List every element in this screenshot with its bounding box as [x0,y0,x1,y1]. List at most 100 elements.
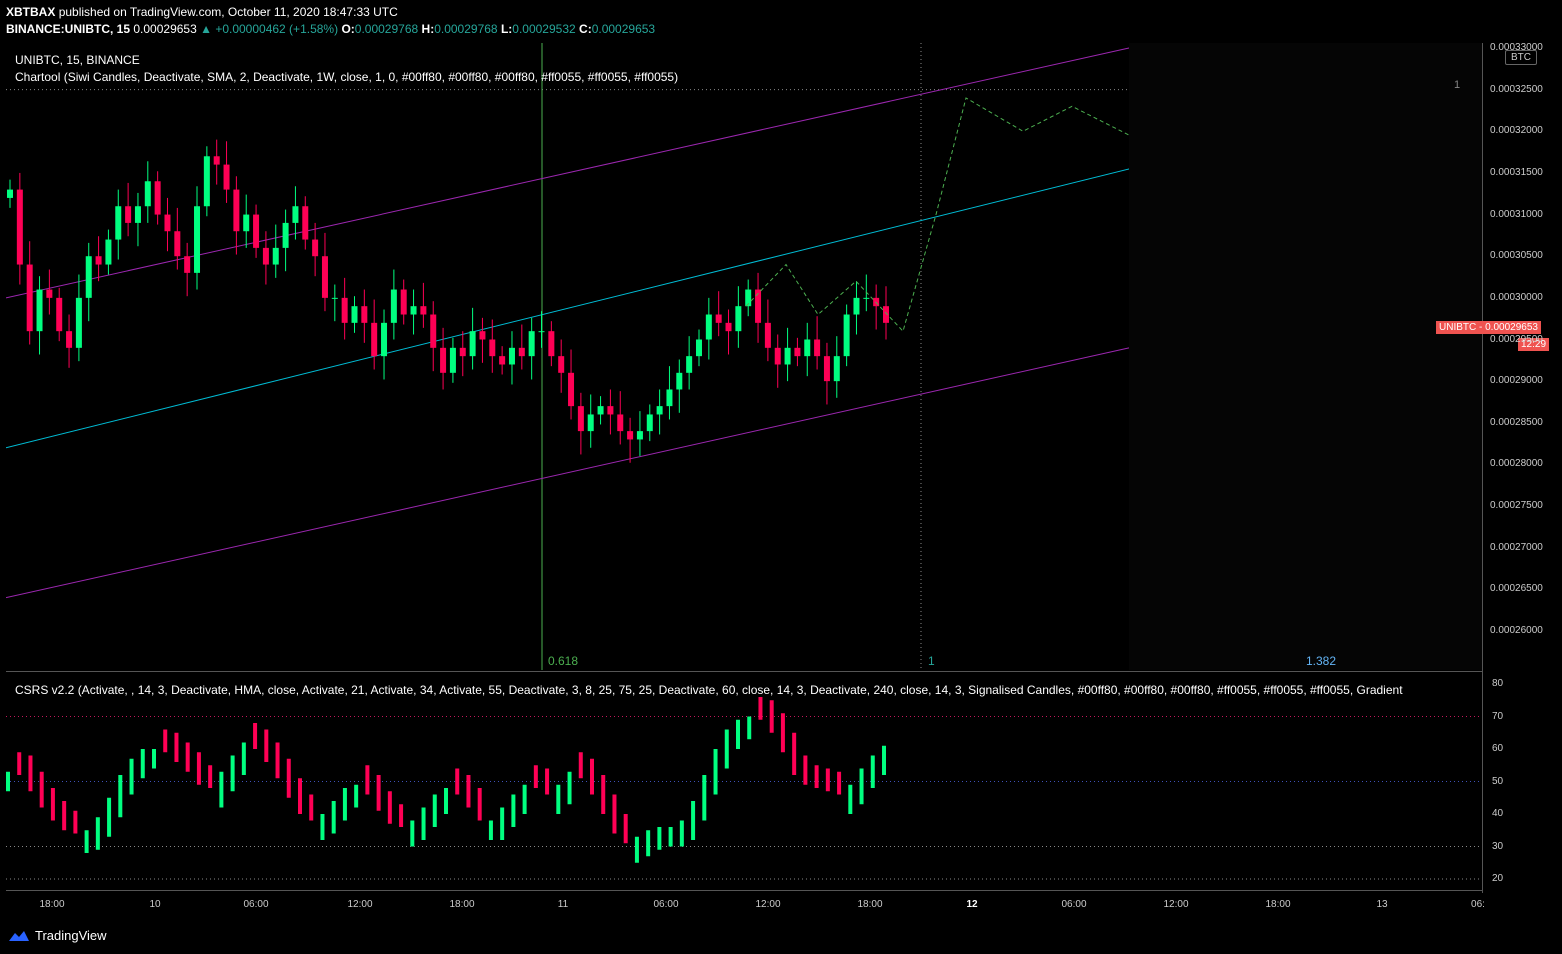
candle-body [75,297,82,348]
candle-body [174,231,181,257]
candle-body [95,256,102,265]
candle-body [843,314,850,357]
osc-bar [432,794,437,827]
currency-button[interactable]: BTC [1505,50,1537,65]
candle-body [617,414,624,432]
osc-bar [118,775,123,818]
osc-bar [129,758,134,795]
candle-body [764,322,771,348]
osc-bar [848,784,853,814]
osc-bar [421,807,426,840]
osc-bar [399,804,404,827]
osc-bar [455,768,460,795]
osc-bar [769,700,774,733]
osc-axis-label: 20 [1492,873,1504,884]
oscillator-chart-svg[interactable] [6,674,1482,889]
candle-body [705,314,712,340]
osc-bar [657,827,662,850]
candle-body [361,306,368,323]
candle-body [459,347,466,357]
time-axis-label: 12:00 [755,899,781,910]
candle-body [548,331,555,357]
time-axis-label: 13 [1376,899,1388,910]
candle-body [430,314,437,348]
price-axis-label: 0.00026500 [1490,583,1543,595]
osc-bar [376,775,381,811]
osc-bar [679,820,684,847]
osc-axis-label: 50 [1492,775,1504,787]
candle-body [203,156,210,207]
osc-bar [814,765,819,788]
candle-body [686,356,693,373]
candle-body [676,372,683,390]
time-axis[interactable] [6,890,1482,916]
price-pane[interactable] [6,43,1482,670]
candle-body [735,306,742,332]
oscillator-pane[interactable] [6,674,1482,889]
candle-body [420,306,427,315]
candle-body [7,189,13,198]
last-price: 0.00029653 [133,22,197,36]
candle-body [607,406,614,415]
publisher-name: XBTBAX [6,5,56,19]
candle-body [154,181,161,215]
candle-body [863,297,870,299]
time-axis-label: 06: [1471,899,1485,910]
osc-bar [17,752,22,775]
candle-body [282,222,289,248]
candle-body [105,239,112,265]
osc-bar [736,719,740,749]
osc-bar [623,814,628,844]
candle-body [125,206,132,223]
candle-body [449,347,456,373]
osc-bar [50,788,55,821]
candle-body [164,214,171,232]
osc-bar [208,765,213,788]
candle-body [558,356,565,373]
osc-bar [724,729,729,769]
price-axis[interactable] [1482,43,1562,893]
osc-bar [298,778,302,814]
time-axis-label: 18:00 [857,899,883,910]
candle-body [853,297,860,315]
osc-axis-label: 60 [1492,743,1504,754]
osc-bar [859,768,864,805]
time-axis-label: 18:00 [1265,899,1291,910]
price-chart-svg[interactable] [6,43,1482,670]
price-axis-label: 0.00032000 [1490,125,1543,137]
osc-axis-label: 70 [1492,710,1504,722]
candle-body [479,331,486,340]
osc-bar [466,775,471,808]
osc-bar [241,742,246,775]
pane-separator[interactable] [6,671,1482,672]
published-text: published on TradingView.com, October 11… [58,5,398,19]
candle-body [695,339,702,357]
price-axis-label: 0.00031500 [1490,166,1543,178]
fib-label: 1.382 [1306,654,1337,668]
osc-bar [837,771,842,795]
price-axis-label: 0.00028500 [1490,416,1543,428]
osc-bar [140,749,145,779]
candle-body [627,431,634,440]
candle-body [656,406,663,415]
osc-bar [601,775,606,814]
price-change: ▲ +0.00000462 (+1.58%) [200,22,339,36]
osc-bar [62,801,67,831]
time-axis-label: 12:00 [347,899,373,910]
candle-body [312,239,319,257]
candle-body [223,164,230,190]
main-legend-indicator: Chartool (Siwi Candles, Deactivate, SMA,… [15,70,679,84]
time-axis-label: 18:00 [449,899,475,910]
footer-brand[interactable]: TradingView [8,928,107,943]
price-axis-label: 0.00026000 [1490,625,1543,636]
candle-body [144,181,151,207]
candle-body [381,322,388,357]
publish-line: XBTBAX published on TradingView.com, Oct… [6,5,398,19]
price-axis-label: 0.00027500 [1490,500,1543,512]
osc-bar [511,794,516,827]
osc-bar [444,788,448,814]
candle-body [292,206,299,223]
o-label: O: [341,22,355,36]
osc-bar [522,784,527,814]
candle-body [85,256,92,298]
